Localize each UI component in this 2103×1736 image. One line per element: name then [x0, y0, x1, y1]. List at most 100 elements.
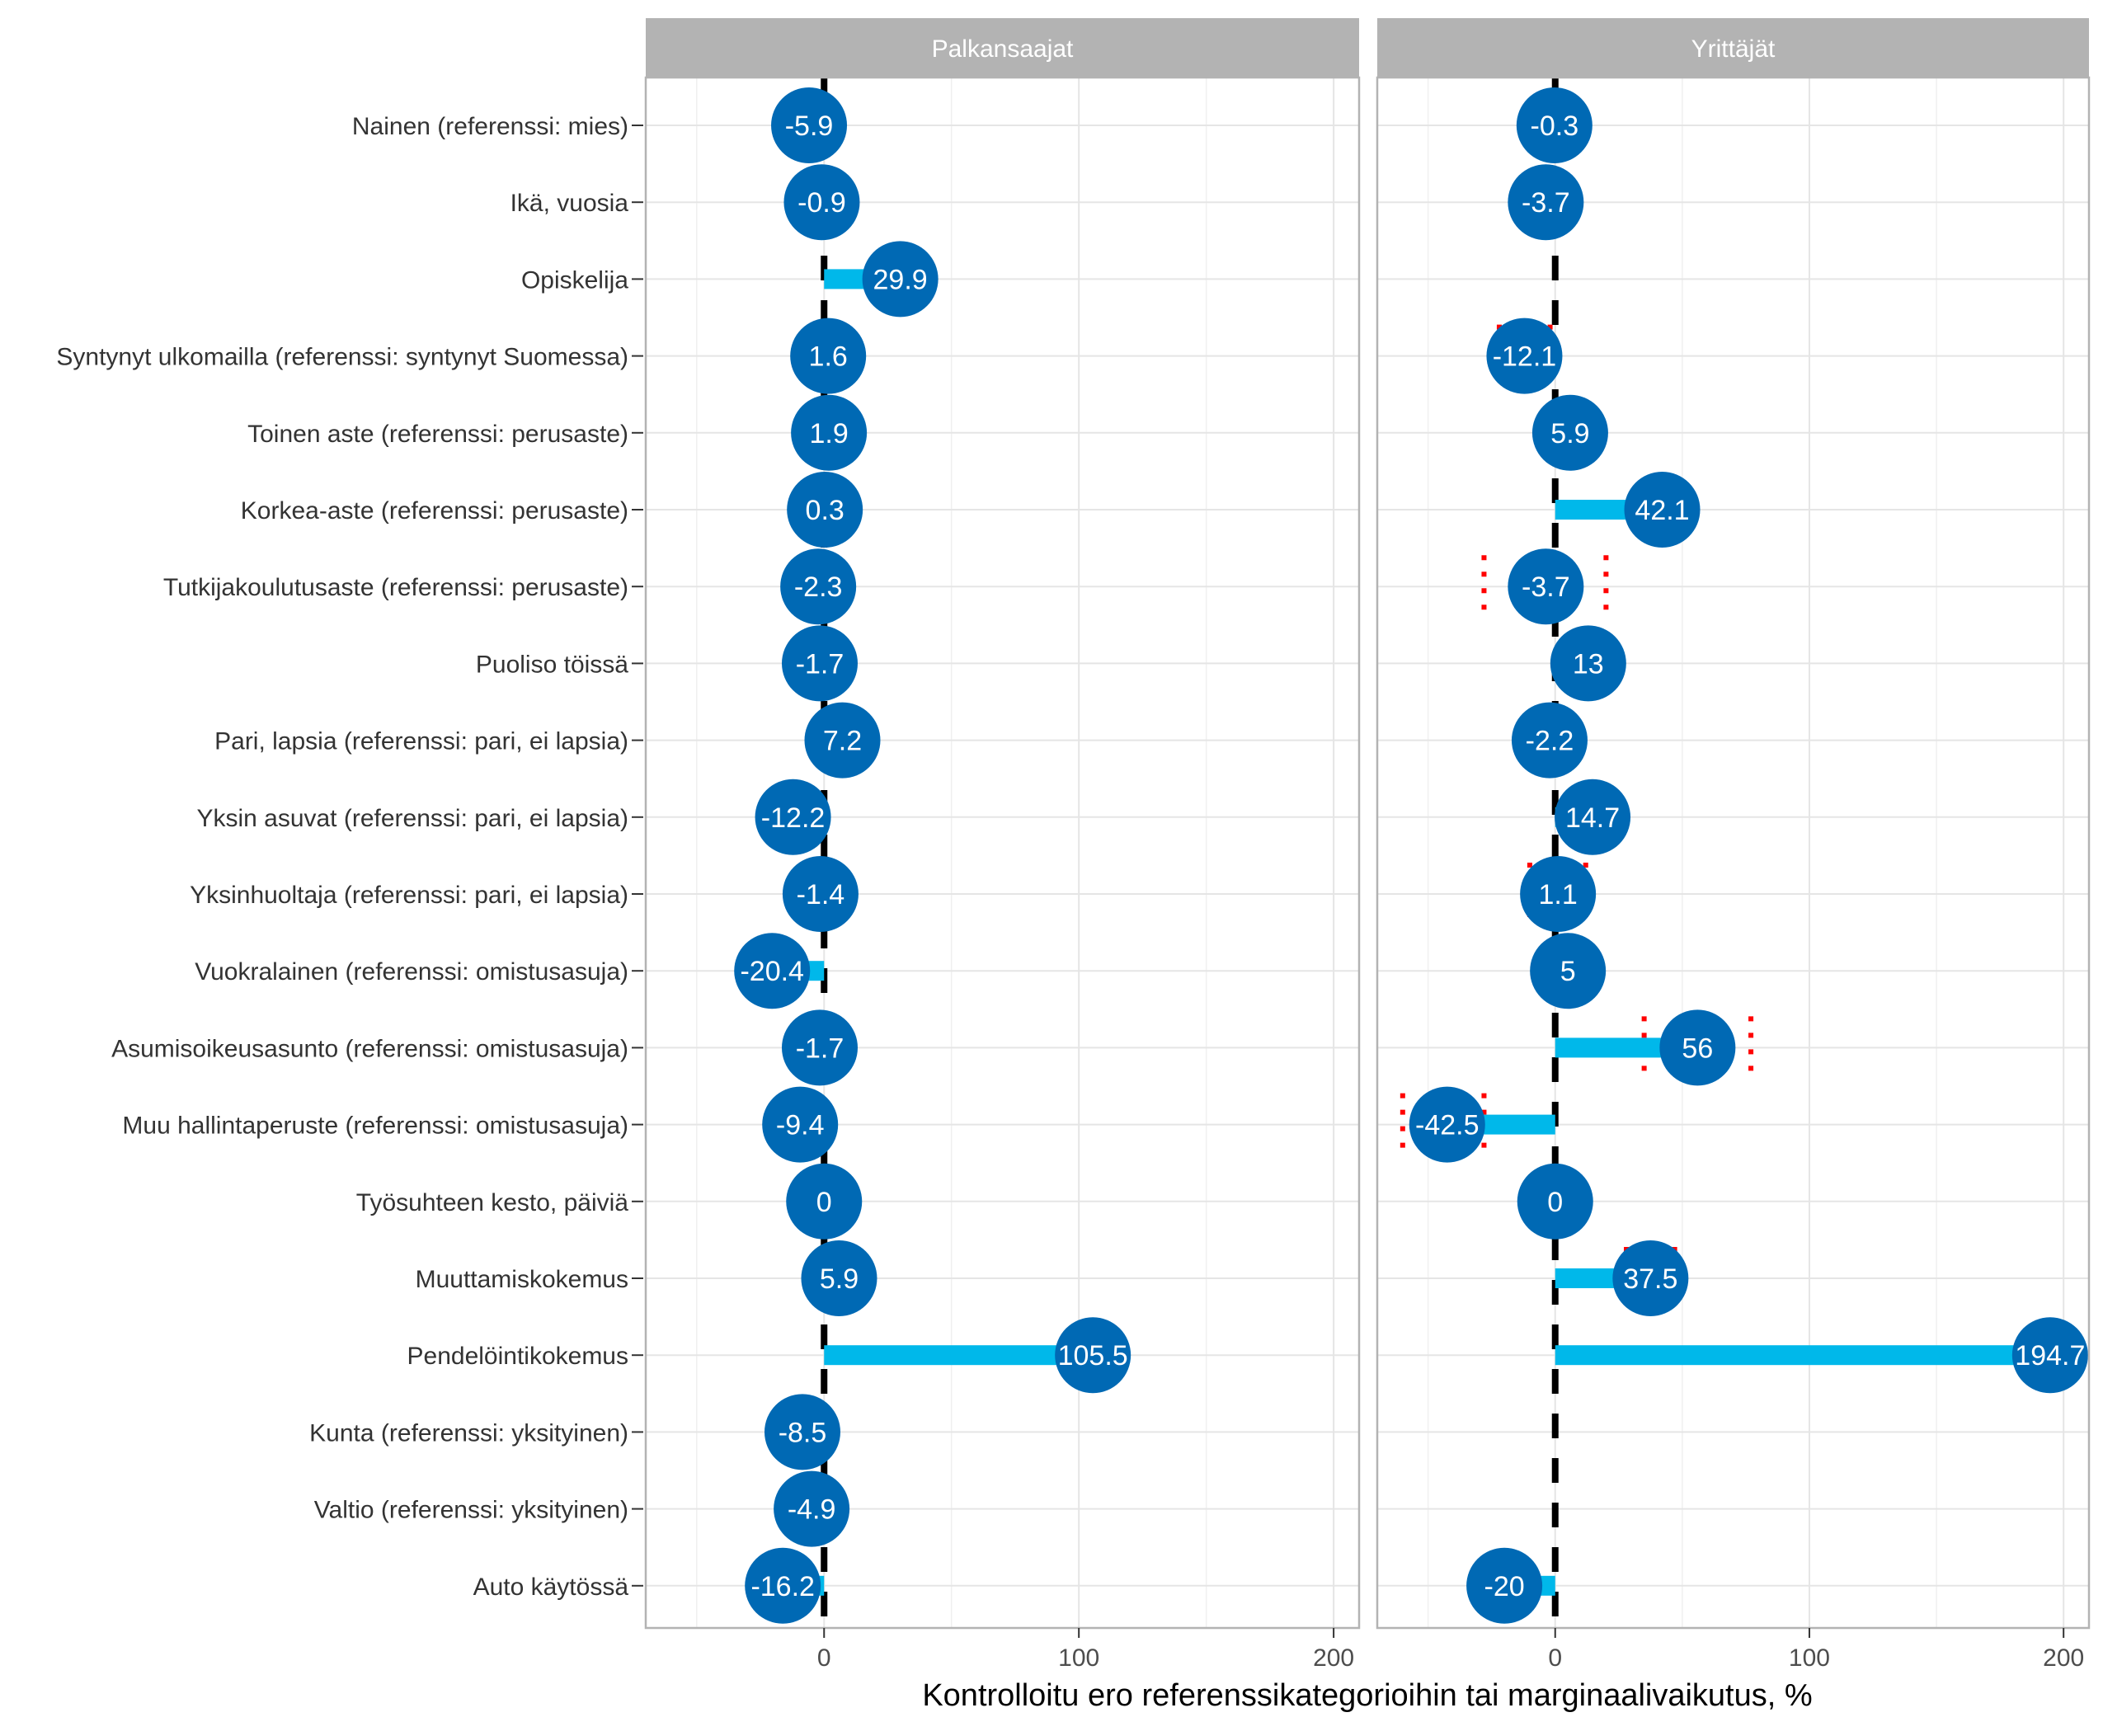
value-label-yritt-j-t-14: -42.5 — [1415, 1110, 1480, 1141]
point-yritt-j-t-10 — [1555, 779, 1631, 855]
value-label-palkansaajat-14: -9.4 — [776, 1110, 825, 1141]
value-label-palkansaajat-6: 0.3 — [806, 495, 844, 526]
point-yritt-j-t-6 — [1624, 472, 1701, 548]
row-label-muu-hallintaperuste-referenssi-omistusasuja: Muu hallintaperuste (referenssi: omistus… — [122, 1113, 628, 1140]
value-label-palkansaajat-11: -1.4 — [797, 879, 845, 910]
facet-strip — [1377, 18, 2089, 78]
value-label-palkansaajat-20: -16.2 — [750, 1571, 815, 1602]
value-label-palkansaajat-10: -12.2 — [761, 802, 826, 834]
point-yritt-j-t-12 — [1530, 933, 1607, 1009]
row-label-pendel-intikokemus: Pendelöintikokemus — [407, 1343, 629, 1370]
point-palkansaajat-3 — [862, 241, 939, 318]
point-yritt-j-t-20 — [1466, 1547, 1543, 1624]
facet-strip-label: Yrittäjät — [1691, 35, 1776, 63]
point-yritt-j-t-9 — [1511, 702, 1588, 779]
point-palkansaajat-11 — [782, 856, 859, 932]
panel-background — [1377, 78, 2089, 1628]
value-label-yritt-j-t-12: 5 — [1560, 956, 1576, 987]
x-tick-label: 200 — [2043, 1644, 2084, 1672]
panel-background — [646, 78, 1359, 1628]
row-label-tutkijakoulutusaste-referenssi-perusaste: Tutkijakoulutusaste (referenssi: perusas… — [163, 574, 628, 601]
value-label-yritt-j-t-17: 194.7 — [2015, 1340, 2085, 1371]
value-label-palkansaajat-18: -8.5 — [779, 1417, 827, 1448]
panel-yritt-j-t: -0.3 -3.7 -12.1 5.9 42.1 -3.7 13 -2.2 14.7 1.1 5 56… — [1376, 18, 2091, 1672]
row-label-auto-k-yt-ss: Auto käytössä — [473, 1574, 629, 1601]
x-tick-label: 100 — [1058, 1644, 1099, 1672]
facet-strip-label: Palkansaajat — [932, 35, 1074, 63]
row-label-opiskelija: Opiskelija — [521, 266, 628, 294]
value-label-palkansaajat-5: 1.9 — [809, 418, 848, 449]
value-label-yritt-j-t-4: -12.1 — [1493, 341, 1557, 373]
value-label-yritt-j-t-1: -0.3 — [1531, 111, 1579, 142]
panel-palkansaajat: -5.9 -0.9 29.9 1.6 1.9 0.3 -2.3 -1.7 7.2 -12.2 -1.… — [644, 18, 1361, 1672]
point-yritt-j-t-16 — [1612, 1240, 1689, 1316]
row-label-ik-vuosia: Ikä, vuosia — [510, 190, 629, 217]
point-palkansaajat-14 — [762, 1086, 839, 1163]
value-label-palkansaajat-16: 5.9 — [820, 1263, 859, 1295]
chart-panels: -5.9 -0.9 29.9 1.6 1.9 0.3 -2.3 -1.7 7.2 -12.2 -1.… — [644, 18, 2091, 1672]
value-label-palkansaajat-13: -1.7 — [796, 1033, 844, 1064]
point-yritt-j-t-4 — [1486, 318, 1563, 394]
point-palkansaajat-8 — [781, 625, 858, 702]
row-label-vuokralainen-referenssi-omistusasuja: Vuokralainen (referenssi: omistusasuja) — [195, 958, 628, 986]
row-label-puoliso-t-iss: Puoliso töissä — [476, 651, 628, 678]
point-yritt-j-t-14 — [1409, 1086, 1485, 1163]
row-label-yksin-asuvat-referenssi-pari-ei-lapsia: Yksin asuvat (referenssi: pari, ei lapsi… — [196, 805, 628, 832]
value-label-palkansaajat-15: 0 — [816, 1187, 832, 1218]
point-palkansaajat-7 — [780, 548, 857, 625]
point-yritt-j-t-15 — [1517, 1163, 1593, 1240]
point-yritt-j-t-7 — [1508, 548, 1584, 625]
row-label-nainen-referenssi-mies: Nainen (referenssi: mies) — [352, 113, 628, 140]
value-label-yritt-j-t-7: -3.7 — [1522, 572, 1570, 603]
row-label-yksinhuoltaja-referenssi-pari-ei-lapsia: Yksinhuoltaja (referenssi: pari, ei laps… — [190, 882, 628, 909]
value-label-yritt-j-t-8: 13 — [1573, 648, 1604, 680]
facet-strip — [646, 18, 1359, 78]
point-yritt-j-t-11 — [1520, 856, 1597, 932]
row-label-pari-lapsia-referenssi-pari-ei-lapsia: Pari, lapsia (referenssi: pari, ei lapsi… — [214, 728, 628, 755]
point-yritt-j-t-2 — [1508, 164, 1584, 241]
value-label-palkansaajat-17: 105.5 — [1058, 1340, 1128, 1371]
row-label-syntynyt-ulkomailla-referenssi-syntynyt-suomessa: Syntynyt ulkomailla (referenssi: syntyny… — [56, 344, 628, 371]
value-label-palkansaajat-12: -20.4 — [740, 956, 804, 987]
point-palkansaajat-9 — [804, 702, 881, 779]
point-palkansaajat-1 — [771, 87, 848, 163]
bar-yritt-j-t-17 — [1555, 1345, 2050, 1366]
value-label-yritt-j-t-5: 5.9 — [1550, 418, 1589, 449]
row-label-korkea-aste-referenssi-perusaste: Korkea-aste (referenssi: perusaste) — [241, 497, 628, 525]
row-labels: Nainen (referenssi: mies) Ikä, vuosia Opis… — [56, 113, 643, 1601]
point-yritt-j-t-17 — [2011, 1317, 2088, 1394]
x-tick-label: 0 — [1548, 1644, 1562, 1672]
point-palkansaajat-18 — [764, 1394, 840, 1470]
point-palkansaajat-5 — [791, 394, 868, 471]
row-label-ty-suhteen-kesto-p-ivi: Työsuhteen kesto, päiviä — [356, 1189, 629, 1216]
value-label-yritt-j-t-13: 56 — [1682, 1033, 1713, 1064]
row-label-kunta-referenssi-yksityinen: Kunta (referenssi: yksityinen) — [309, 1419, 628, 1447]
point-palkansaajat-15 — [786, 1163, 863, 1240]
point-palkansaajat-6 — [787, 472, 863, 548]
x-tick-label: 200 — [1313, 1644, 1354, 1672]
point-yritt-j-t-8 — [1550, 625, 1626, 702]
point-yritt-j-t-13 — [1659, 1009, 1736, 1086]
value-label-palkansaajat-9: 7.2 — [823, 726, 862, 757]
value-label-palkansaajat-1: -5.9 — [785, 111, 834, 142]
value-label-yritt-j-t-10: 14.7 — [1565, 802, 1620, 834]
point-yritt-j-t-1 — [1516, 87, 1593, 163]
point-yritt-j-t-5 — [1531, 394, 1608, 471]
x-tick-label: 100 — [1789, 1644, 1830, 1672]
value-label-palkansaajat-3: 29.9 — [873, 264, 928, 295]
point-palkansaajat-10 — [755, 779, 831, 855]
value-label-yritt-j-t-16: 37.5 — [1623, 1263, 1677, 1295]
value-label-palkansaajat-19: -4.9 — [788, 1494, 836, 1526]
value-label-yritt-j-t-11: 1.1 — [1539, 879, 1578, 910]
x-tick-label: 0 — [817, 1644, 831, 1672]
point-palkansaajat-19 — [774, 1470, 850, 1547]
value-label-palkansaajat-8: -1.7 — [796, 648, 844, 680]
value-label-palkansaajat-2: -0.9 — [797, 187, 846, 219]
point-palkansaajat-17 — [1055, 1317, 1131, 1394]
row-label-toinen-aste-referenssi-perusaste: Toinen aste (referenssi: perusaste) — [247, 421, 628, 448]
value-label-palkansaajat-4: 1.6 — [809, 341, 848, 373]
point-palkansaajat-4 — [790, 318, 867, 394]
point-palkansaajat-2 — [783, 164, 860, 241]
x-axis-title: Kontrolloitu ero referenssikategorioihin… — [922, 1678, 1812, 1713]
point-palkansaajat-12 — [734, 933, 811, 1009]
